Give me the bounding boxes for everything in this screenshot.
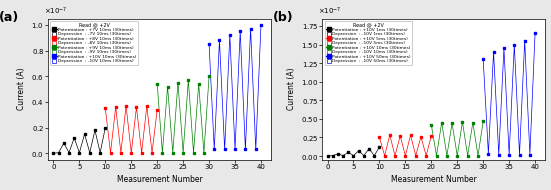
X-axis label: Measurement Number: Measurement Number: [391, 175, 477, 184]
X-axis label: Measurement Number: Measurement Number: [117, 175, 203, 184]
Text: (b): (b): [273, 11, 294, 25]
Text: (a): (a): [0, 11, 19, 25]
Legend: Potentiation : +10V 1ms (30times), Depression  : -10V 1ms (30times), Potentiatio: Potentiation : +10V 1ms (30times), Depre…: [325, 21, 413, 65]
Y-axis label: Current (A): Current (A): [17, 68, 26, 110]
Y-axis label: Current (A): Current (A): [287, 68, 295, 110]
Legend: Potentiation : +7V 10ms (30times), Depression  : -7V 10ms (30times), Potentiatio: Potentiation : +7V 10ms (30times), Depre…: [51, 21, 138, 65]
